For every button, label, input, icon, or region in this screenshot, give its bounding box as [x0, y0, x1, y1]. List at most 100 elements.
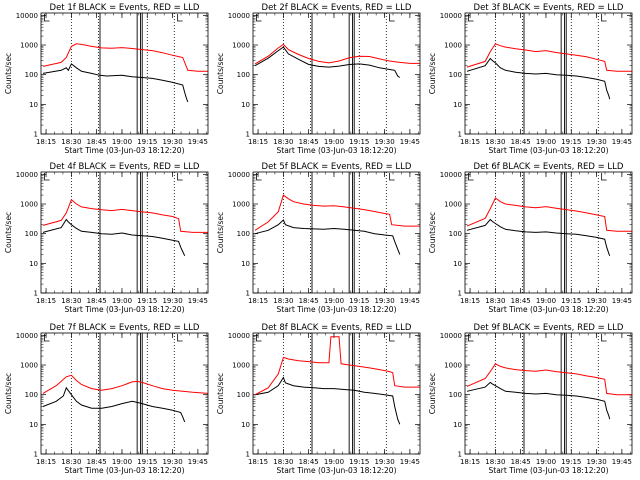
y-tick-label: 1 — [246, 290, 250, 298]
interval-bracket — [44, 334, 50, 342]
y-tick-label: 1 — [34, 451, 38, 459]
interval-bracket — [256, 14, 262, 22]
y-tick-label: 10000 — [16, 332, 38, 340]
y-tick-label: 1 — [246, 451, 250, 459]
x-tick-label: 18:15 — [36, 138, 56, 146]
events-series-line — [254, 46, 401, 78]
x-tick-label: 19:00 — [536, 297, 556, 305]
x-tick-label: 19:15 — [349, 458, 369, 466]
panel-title: Det 1f BLACK = Events, RED = LLD — [50, 3, 200, 13]
events-series-line — [466, 57, 611, 100]
x-axis-label: Start Time (03-Jun-03 18:12:20) — [65, 146, 185, 155]
panel-title: Det 2f BLACK = Events, RED = LLD — [262, 3, 412, 13]
x-tick-label: 18:15 — [460, 138, 480, 146]
panel-title: Det 9f BLACK = Events, RED = LLD — [474, 323, 624, 333]
events-series-line — [254, 376, 401, 425]
y-tick-label: 1000 — [232, 362, 250, 370]
x-tick-label: 19:45 — [612, 138, 632, 146]
panel-title: Det 3f BLACK = Events, RED = LLD — [474, 3, 624, 13]
x-tick-label: 18:45 — [511, 297, 531, 305]
interval-bracket — [389, 14, 395, 22]
y-tick-label: 10000 — [440, 332, 462, 340]
x-tick-label: 19:00 — [536, 138, 556, 146]
interval-bracket — [389, 173, 395, 181]
interval-bracket — [468, 173, 474, 181]
lld-series-line — [42, 374, 208, 394]
y-axis-label: Counts/sec — [4, 212, 13, 253]
x-tick-label: 19:00 — [324, 297, 344, 305]
x-tick-label: 19:30 — [586, 138, 606, 146]
x-tick-label: 19:45 — [188, 138, 208, 146]
lld-series-line — [254, 194, 420, 231]
plot-frame — [464, 12, 633, 135]
events-series-line — [42, 218, 186, 257]
plot-area — [254, 13, 420, 134]
panel-1: Det 1f BLACK = Events, RED = LLD 1 10 100 10… — [4, 3, 209, 155]
x-tick-label: 19:30 — [586, 458, 606, 466]
panel-9: Det 9f BLACK = Events, RED = LLD 1 10 100 10… — [428, 323, 633, 475]
x-tick-label: 19:00 — [324, 458, 344, 466]
x-tick-label: 18:30 — [273, 458, 293, 466]
y-tick-label: 100 — [25, 71, 38, 79]
y-tick-label: 10 — [29, 101, 38, 109]
plot-area — [466, 333, 632, 454]
x-tick-label: 18:45 — [299, 138, 319, 146]
interval-bracket — [256, 173, 262, 181]
y-tick-label: 10 — [453, 101, 462, 109]
y-tick-label: 10000 — [228, 12, 250, 20]
y-tick-label: 10 — [453, 421, 462, 429]
x-tick-label: 19:30 — [374, 458, 394, 466]
x-tick-label: 19:15 — [349, 138, 369, 146]
y-tick-label: 1000 — [232, 201, 250, 209]
panel-2: Det 2f BLACK = Events, RED = LLD 1 10 100 10… — [216, 3, 421, 155]
y-tick-label: 10 — [29, 421, 38, 429]
y-axis-label: Counts/sec — [216, 212, 225, 253]
x-tick-label: 19:15 — [349, 297, 369, 305]
plot-area — [466, 172, 632, 293]
plot-frame — [40, 332, 209, 455]
x-tick-label: 19:00 — [112, 297, 132, 305]
plot-area — [42, 172, 208, 293]
x-tick-label: 19:45 — [612, 297, 632, 305]
x-tick-label: 19:30 — [374, 297, 394, 305]
interval-bracket — [389, 334, 395, 342]
x-tick-label: 18:15 — [460, 458, 480, 466]
y-axis-label: Counts/sec — [428, 212, 437, 253]
events-series-line — [466, 218, 611, 256]
lld-series-line — [466, 197, 632, 232]
panel-title: Det 6f BLACK = Events, RED = LLD — [474, 162, 624, 172]
y-tick-label: 1000 — [444, 201, 462, 209]
y-tick-label: 1 — [246, 131, 250, 139]
plot-area — [254, 333, 420, 454]
x-tick-label: 18:30 — [273, 297, 293, 305]
panel-8: Det 8f BLACK = Events, RED = LLD 1 10 100 10… — [216, 323, 421, 475]
x-axis-label: Start Time (03-Jun-03 18:12:20) — [489, 466, 609, 475]
y-tick-label: 10 — [29, 260, 38, 268]
y-tick-label: 10000 — [228, 332, 250, 340]
y-tick-label: 10 — [241, 101, 250, 109]
y-axis-label: Counts/sec — [428, 53, 437, 94]
interval-bracket — [44, 14, 50, 22]
plot-area — [466, 13, 632, 134]
x-axis-label: Start Time (03-Jun-03 18:12:20) — [65, 466, 185, 475]
panel-title: Det 8f BLACK = Events, RED = LLD — [262, 323, 412, 333]
interval-bracket — [177, 173, 183, 181]
x-tick-label: 18:30 — [485, 297, 505, 305]
y-tick-label: 100 — [449, 230, 462, 238]
plot-frame — [40, 171, 209, 294]
plot-frame — [252, 12, 421, 135]
panel-title: Det 7f BLACK = Events, RED = LLD — [50, 323, 200, 333]
y-tick-label: 10000 — [440, 171, 462, 179]
y-tick-label: 10000 — [16, 12, 38, 20]
x-tick-label: 18:45 — [511, 458, 531, 466]
x-axis-label: Start Time (03-Jun-03 18:12:20) — [489, 146, 609, 155]
y-tick-label: 10000 — [440, 12, 462, 20]
panel-6: Det 6f BLACK = Events, RED = LLD 1 10 100 10… — [428, 162, 633, 314]
x-tick-label: 18:15 — [248, 297, 268, 305]
y-tick-label: 100 — [25, 391, 38, 399]
x-tick-label: 18:30 — [485, 458, 505, 466]
y-tick-label: 100 — [25, 230, 38, 238]
x-tick-label: 18:45 — [299, 458, 319, 466]
y-tick-label: 1000 — [444, 362, 462, 370]
